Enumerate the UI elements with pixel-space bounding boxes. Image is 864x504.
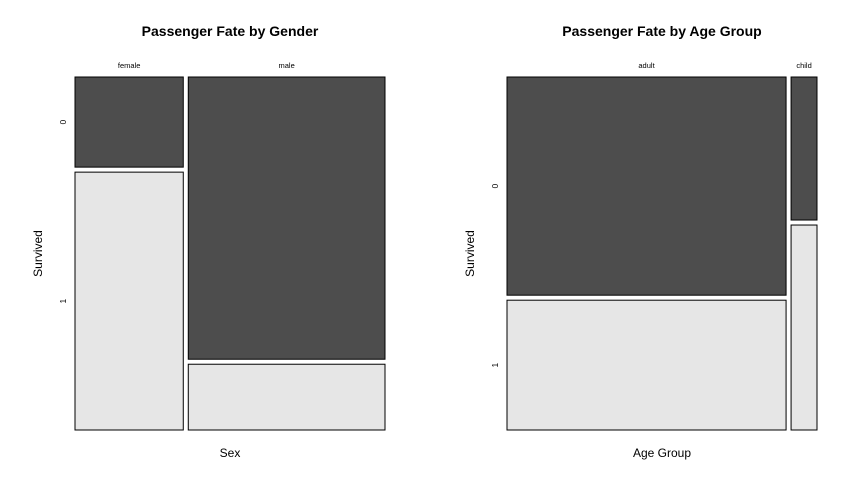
mosaic-tile-male-survived-0 xyxy=(187,76,386,360)
chart-title: Passenger Fate by Gender xyxy=(142,23,319,39)
category-label-child: child xyxy=(796,61,811,70)
category-label-female: female xyxy=(118,61,141,70)
y-axis-label: Survived xyxy=(31,230,45,277)
mosaic-tile-adult-survived-1 xyxy=(506,299,787,431)
survived-level-label-0: 0 xyxy=(58,119,68,124)
mosaic-tile-male-survived-1 xyxy=(187,363,386,431)
mosaic-tile-adult-survived-0 xyxy=(506,76,787,296)
category-label-adult: adult xyxy=(638,61,655,70)
mosaic-tile-female-survived-1 xyxy=(74,171,184,431)
x-axis-label: Sex xyxy=(220,446,241,460)
mosaic-tile-female-survived-0 xyxy=(74,76,184,168)
y-axis-label: Survived xyxy=(463,230,477,277)
mosaic-tile-child-survived-0 xyxy=(790,76,818,221)
x-axis-label: Age Group xyxy=(633,446,691,460)
category-label-male: male xyxy=(279,61,295,70)
mosaic-tile-child-survived-1 xyxy=(790,224,818,431)
survived-level-label-1: 1 xyxy=(58,298,68,303)
chart-title: Passenger Fate by Age Group xyxy=(562,23,761,39)
survived-level-label-0: 0 xyxy=(490,183,500,188)
survived-level-label-1: 1 xyxy=(490,362,500,367)
